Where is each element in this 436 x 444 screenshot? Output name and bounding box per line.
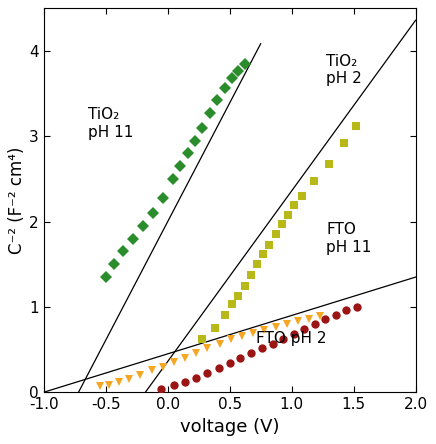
Text: TiO₂
pH 2: TiO₂ pH 2 [327,54,362,86]
Text: FTO pH 2: FTO pH 2 [255,331,326,346]
Text: TiO₂
pH 11: TiO₂ pH 11 [89,107,134,140]
Text: FTO
pH 11: FTO pH 11 [327,222,372,255]
X-axis label: voltage (V): voltage (V) [180,418,279,436]
Y-axis label: C⁻² (F⁻² cm⁴): C⁻² (F⁻² cm⁴) [8,147,26,254]
